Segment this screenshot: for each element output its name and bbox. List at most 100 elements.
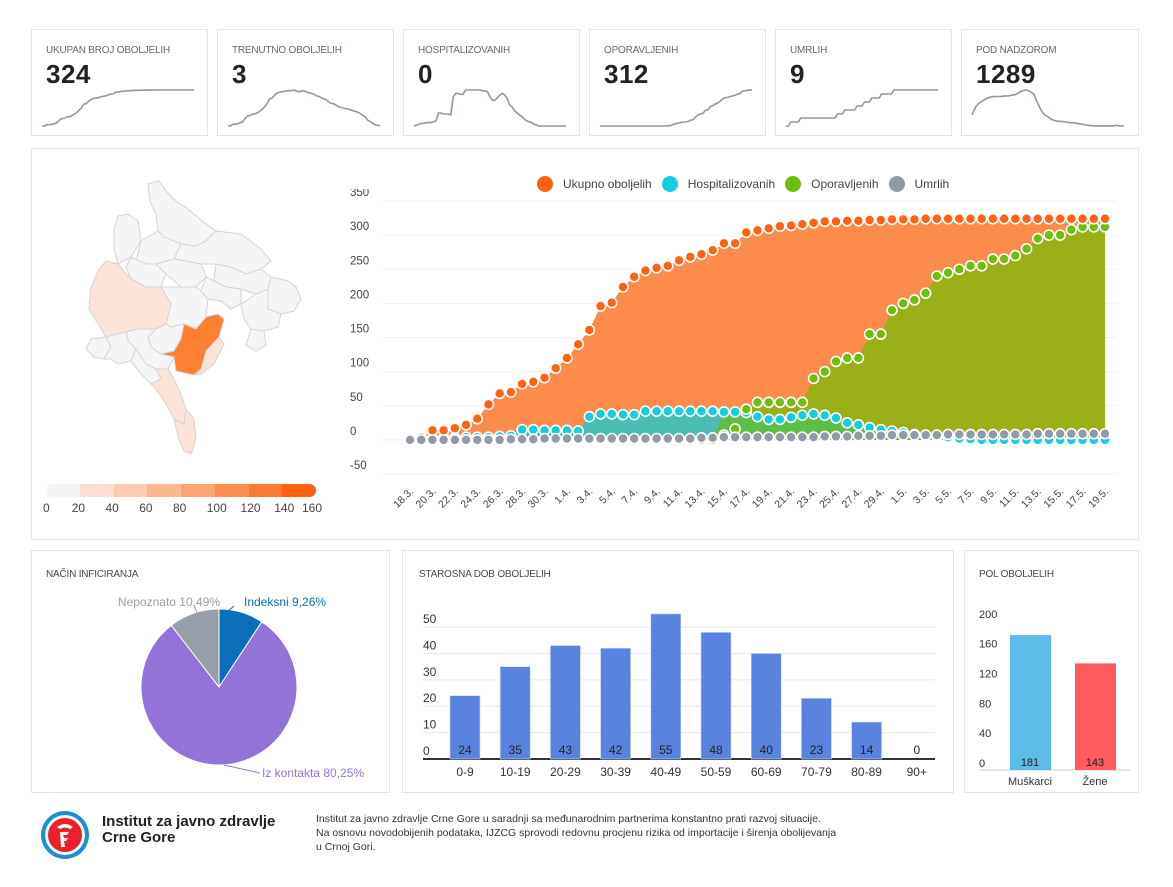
point-ukupno[interactable] [628,270,640,283]
point-ukupno[interactable] [1065,212,1078,225]
point-ukupno[interactable] [897,213,910,226]
map-region-ulcinj[interactable] [173,407,197,455]
pie-slice[interactable] [170,608,220,689]
point-hospitalizovanih[interactable] [751,410,764,423]
point-ukupno[interactable] [785,219,797,232]
point-umrlih[interactable] [650,432,663,445]
age-bar[interactable] [499,666,531,760]
point-umrlih[interactable] [662,432,674,445]
point-ukupno[interactable] [538,371,551,384]
age-bar[interactable] [550,645,581,760]
point-hospitalizovanih[interactable] [729,406,741,418]
point-oporavljenih[interactable] [1054,229,1066,241]
point-umrlih[interactable] [561,432,573,445]
point-oporavljenih[interactable] [807,372,820,385]
point-umrlih[interactable] [886,429,898,441]
point-umrlih[interactable] [605,432,618,445]
point-oporavljenih[interactable] [942,266,954,279]
point-ukupno[interactable] [594,300,607,312]
point-oporavljenih[interactable] [841,352,853,364]
point-umrlih[interactable] [527,433,540,445]
age-bar[interactable] [449,695,481,760]
pie-slice[interactable] [140,621,298,766]
point-umrlih[interactable] [897,429,910,441]
point-ukupno[interactable] [863,214,876,226]
point-hospitalizovanih[interactable] [583,410,596,423]
point-hospitalizovanih[interactable] [785,411,797,424]
point-oporavljenih[interactable] [1043,229,1055,241]
point-umrlih[interactable] [404,434,416,446]
point-hospitalizovanih[interactable] [695,405,708,418]
point-hospitalizovanih[interactable] [662,405,674,418]
point-ukupno[interactable] [919,212,932,225]
point-ukupno[interactable] [673,254,685,267]
point-ukupno[interactable] [505,386,517,398]
point-umrlih[interactable] [841,430,853,443]
point-umrlih[interactable] [1065,427,1078,440]
point-umrlih[interactable] [549,432,562,445]
point-ukupno[interactable] [987,212,999,225]
point-ukupno[interactable] [953,212,966,225]
point-umrlih[interactable] [953,428,966,441]
point-ukupno[interactable] [796,218,809,231]
point-oporavljenih[interactable] [953,263,966,276]
point-umrlih[interactable] [516,433,528,445]
point-umrlih[interactable] [471,434,484,446]
point-umrlih[interactable] [718,431,730,443]
point-ukupno[interactable] [1099,212,1111,225]
point-ukupno[interactable] [975,212,988,225]
age-bar[interactable] [650,613,682,760]
point-ukupno[interactable] [1031,212,1044,225]
point-hospitalizovanih[interactable] [852,419,865,431]
point-ukupno[interactable] [1009,212,1022,225]
point-oporavljenih[interactable] [785,396,797,409]
point-ukupno[interactable] [695,248,708,261]
point-umrlih[interactable] [1009,428,1022,441]
point-umrlih[interactable] [1020,428,1033,441]
point-ukupno[interactable] [493,387,506,400]
gender-bar[interactable] [1010,635,1051,770]
point-ukupno[interactable] [583,324,596,336]
point-ukupno[interactable] [1043,212,1055,225]
age-bar[interactable] [600,647,631,760]
age-bar[interactable] [851,721,882,760]
map-region-kotor[interactable] [103,331,137,365]
montenegro-map[interactable] [32,149,332,489]
point-ukupno[interactable] [1020,212,1033,225]
infection-mode-pie[interactable]: Indeksni 9,26% Iz kontakta 80,25% Nepoznat… [32,551,391,794]
point-umrlih[interactable] [1043,427,1055,440]
point-ukupno[interactable] [527,376,540,388]
point-hospitalizovanih[interactable] [762,413,775,426]
point-umrlih[interactable] [998,428,1010,441]
point-umrlih[interactable] [639,432,652,445]
point-umrlih[interactable] [583,432,596,445]
point-oporavljenih[interactable] [852,352,865,364]
point-oporavljenih[interactable] [908,294,921,306]
point-hospitalizovanih[interactable] [617,408,629,421]
point-umrlih[interactable] [437,434,450,446]
point-oporavljenih[interactable] [762,396,775,409]
point-ukupno[interactable] [830,215,842,228]
gender-bar-chart[interactable]: 0 40 80 120 160 200 181 Muškarci 143 Žene [965,551,1140,794]
point-oporavljenih[interactable] [818,365,831,378]
point-umrlih[interactable] [617,432,629,445]
point-oporavljenih[interactable] [1065,223,1078,236]
point-hospitalizovanih[interactable] [650,405,663,418]
point-ukupno[interactable] [437,424,450,437]
point-oporavljenih[interactable] [987,253,999,265]
point-umrlih[interactable] [695,432,708,444]
point-ukupno[interactable] [908,213,921,226]
point-umrlih[interactable] [818,430,831,443]
point-umrlih[interactable] [807,431,820,443]
point-hospitalizovanih[interactable] [830,412,842,424]
point-umrlih[interactable] [449,434,461,446]
point-umrlih[interactable] [538,432,551,445]
point-ukupno[interactable] [617,281,629,293]
point-oporavljenih[interactable] [1031,232,1044,245]
point-oporavljenih[interactable] [931,270,943,282]
point-hospitalizovanih[interactable] [706,405,719,418]
age-bar[interactable] [750,653,782,760]
point-ukupno[interactable] [449,422,461,435]
point-hospitalizovanih[interactable] [594,408,607,420]
point-umrlih[interactable] [505,433,517,445]
